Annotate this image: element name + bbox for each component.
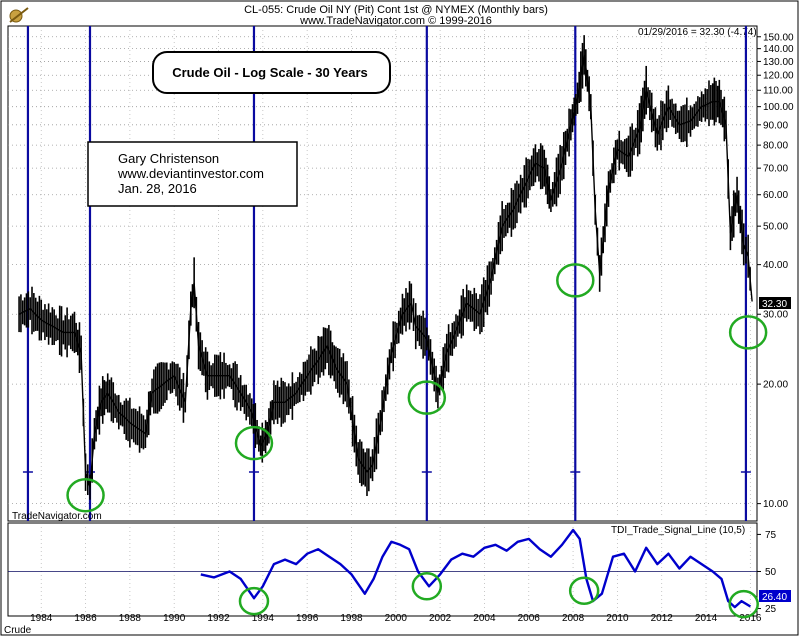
indicator-series xyxy=(200,528,752,609)
price-series xyxy=(18,35,753,500)
price-ytick-label: 10.00 xyxy=(763,499,788,510)
quote-readout: 01/29/2016 = 32.30 (-4.74) xyxy=(638,27,757,38)
price-panel-frame xyxy=(7,25,758,522)
x-axis-tick-label: 2014 xyxy=(695,613,718,624)
x-axis-tick-label: 2008 xyxy=(562,613,585,624)
x-axis-tick-label: 2000 xyxy=(385,613,408,624)
price-ytick-label: 150.00 xyxy=(763,32,794,43)
chart-header-copyright: www.TradeNavigator.com © 1999-2016 xyxy=(299,15,492,27)
price-ytick-label: 140.00 xyxy=(763,44,794,55)
trade-navigator-logo-icon xyxy=(9,7,29,23)
tdi-signal-line xyxy=(200,528,752,609)
x-axis-tick-label: 1996 xyxy=(296,613,319,624)
price-ytick-label: 90.00 xyxy=(763,120,788,131)
indicator-value-tag xyxy=(759,590,791,602)
indicator-panel-frame xyxy=(7,522,758,617)
title-box xyxy=(152,51,391,94)
x-axis-ticks: 1984 1986 1988 1990 1992 1994 1996 1998 2000 2002… xyxy=(30,613,762,624)
x-axis-tick-label: 2006 xyxy=(518,613,541,624)
x-axis-tick-label: 2016 xyxy=(739,613,762,624)
indicator-label: TDI_Trade_Signal_Line (10,5) xyxy=(611,525,745,536)
watermark: TradeNavigator.com xyxy=(12,511,102,522)
x-axis-tick-label: 1986 xyxy=(74,613,97,624)
indicator-ytick-label: 25 xyxy=(765,604,777,615)
cycle-lines xyxy=(22,26,751,521)
indicator-value: 26.40 xyxy=(762,592,787,603)
price-low-circle xyxy=(728,315,768,350)
last-price-tag xyxy=(759,297,791,309)
price-ytick-label: 110.00 xyxy=(763,86,793,97)
price-ytick-label: 30.00 xyxy=(763,310,788,321)
author-website: www.deviantinvestor.com xyxy=(117,166,264,181)
price-ytick-label: 80.00 xyxy=(763,141,788,152)
price-low-circle xyxy=(66,477,105,513)
x-axis-tick-label: 1998 xyxy=(340,613,363,624)
price-low-circle xyxy=(556,263,595,298)
price-ytick-label: 100.00 xyxy=(763,102,794,113)
x-axis-tick-label: 2004 xyxy=(473,613,496,624)
price-ytick-label: 70.00 xyxy=(763,164,788,175)
footer-label: Crude xyxy=(4,625,32,636)
chart-title: Crude Oil - Log Scale - 30 Years xyxy=(172,65,368,80)
y-axis-ticks: 10.00 20.00 30.00 40.00 50.00 60.00 70.00 80.00… xyxy=(757,32,794,615)
x-axis-tick-label: 1990 xyxy=(163,613,186,624)
author-name: Gary Christenson xyxy=(118,151,219,166)
low-markers xyxy=(66,263,768,619)
x-axis-tick-label: 2012 xyxy=(651,613,674,624)
x-axis-tick-label: 1994 xyxy=(252,613,275,624)
price-ytick-label: 130.00 xyxy=(763,57,794,68)
indicator-ytick-label: 75 xyxy=(765,530,777,541)
x-axis-tick-label: 1988 xyxy=(119,613,142,624)
price-low-circle xyxy=(407,380,447,415)
x-axis-tick-label: 1992 xyxy=(207,613,230,624)
last-price-value: 32.30 xyxy=(762,299,787,310)
indicator-low-circle xyxy=(411,572,443,601)
author-date: Jan. 28, 2016 xyxy=(118,181,197,196)
indicator-low-circle xyxy=(728,589,759,619)
price-ytick-label: 50.00 xyxy=(763,222,788,233)
price-ytick-label: 40.00 xyxy=(763,260,788,271)
price-ytick-label: 20.00 xyxy=(763,380,788,391)
price-low-circle xyxy=(234,425,274,461)
indicator-ytick-label: 50 xyxy=(765,567,777,578)
price-ytick-label: 120.00 xyxy=(763,71,794,82)
author-box xyxy=(87,141,298,207)
indicator-low-circle xyxy=(568,576,600,606)
x-axis-tick-label: 2010 xyxy=(606,613,629,624)
indicator-low-circle xyxy=(238,586,270,616)
x-axis-tick-label: 1984 xyxy=(30,613,53,624)
x-axis-tick-label: 2002 xyxy=(429,613,452,624)
chart-header-title: CL-055: Crude Oil NY (Pit) Cont 1st @ NY… xyxy=(244,4,548,16)
price-ytick-label: 60.00 xyxy=(763,190,788,201)
